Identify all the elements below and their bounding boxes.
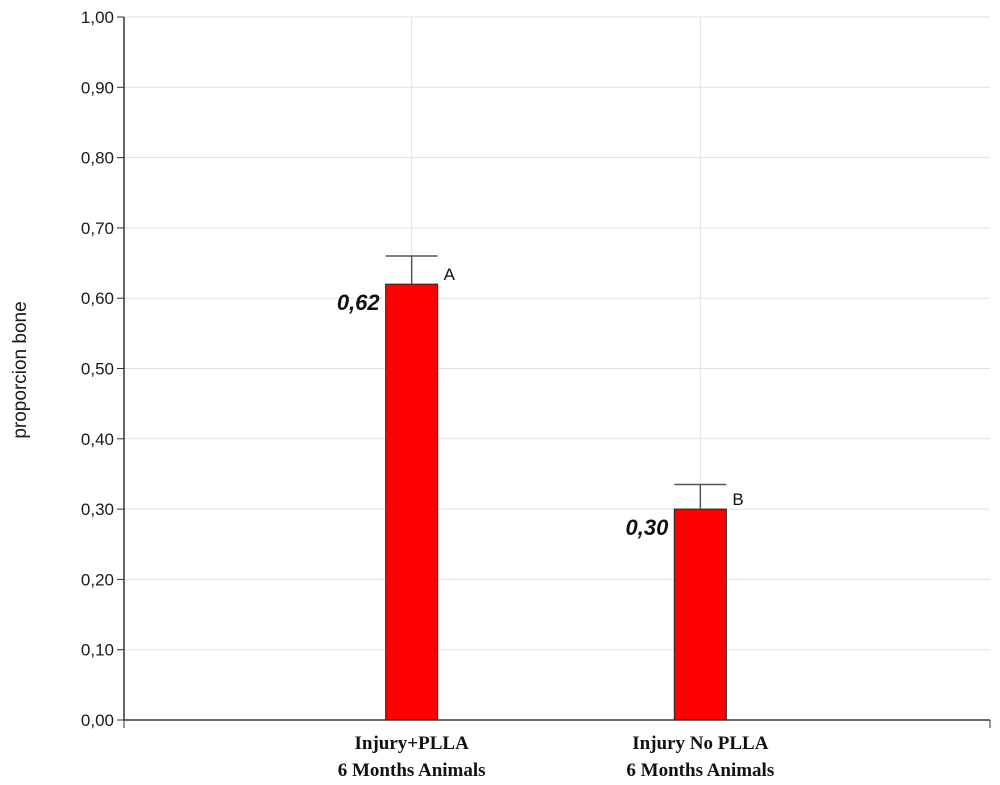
y-tick-label: 1,00 (81, 8, 114, 27)
bar-value-label: 0,62 (337, 290, 381, 315)
x-category-label: 6 Months Animals (626, 760, 774, 781)
bars-group (385, 255, 727, 721)
y-tick-label: 0,10 (81, 641, 114, 660)
y-axis-label: proporcion bone (10, 301, 31, 438)
labels-group: 0,00 0,10 0,20 0,30 0,40 0,50 0,60 0,70 0,80 0,90… (81, 8, 774, 781)
x-category-label: 6 Months Animals (338, 760, 486, 781)
y-tick-label: 0,60 (81, 289, 114, 308)
bar-value-label: 0,30 (626, 515, 670, 540)
y-tick-label: 0,30 (81, 500, 114, 519)
significance-letter: A (444, 265, 456, 284)
y-tick-label: 0,00 (81, 711, 114, 730)
x-category-label: Injury No PLLA (632, 733, 768, 754)
grid-lines (124, 16, 990, 721)
y-tick-label: 0,70 (81, 219, 114, 238)
y-tick-label: 0,50 (81, 360, 114, 379)
bar (385, 283, 439, 721)
bar (673, 508, 727, 721)
x-category-label: Injury+PLLA (355, 733, 470, 754)
y-tick-label: 0,80 (81, 149, 114, 168)
y-tick-label: 0,20 (81, 570, 114, 589)
axes-group (117, 16, 991, 728)
significance-letter: B (732, 490, 743, 509)
y-tick-label: 0,90 (81, 78, 114, 97)
y-tick-label: 0,40 (81, 430, 114, 449)
